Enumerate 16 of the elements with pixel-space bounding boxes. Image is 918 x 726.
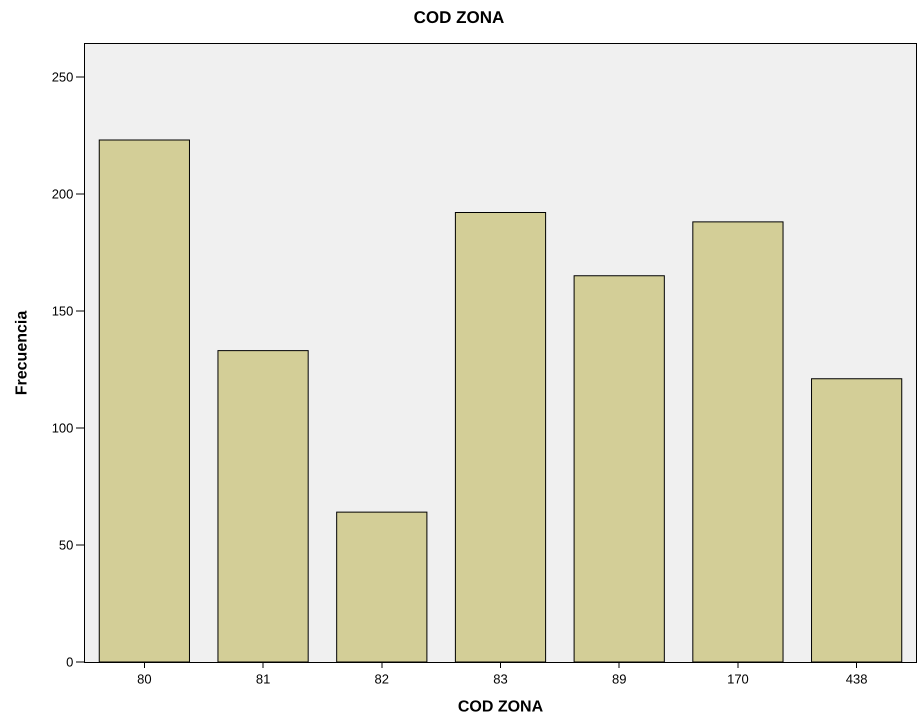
y-tick-label: 200 bbox=[52, 186, 74, 202]
x-tick-label: 170 bbox=[727, 672, 749, 687]
x-tick-label: 83 bbox=[493, 672, 508, 687]
x-tick-label: 82 bbox=[374, 672, 390, 687]
chart-title: COD ZONA bbox=[414, 8, 504, 27]
y-tick-label: 250 bbox=[52, 69, 74, 84]
y-tick-label: 150 bbox=[52, 303, 74, 318]
x-tick-label: 89 bbox=[612, 672, 626, 687]
y-tick-label: 0 bbox=[66, 654, 74, 670]
x-tick-label: 80 bbox=[137, 672, 152, 687]
x-tick-label: 438 bbox=[846, 672, 868, 687]
y-tick-label: 100 bbox=[52, 420, 74, 436]
y-tick-label: 50 bbox=[58, 538, 74, 552]
x-axis-title: COD ZONA bbox=[458, 698, 544, 716]
y-axis-title: Frecuencia bbox=[14, 310, 31, 396]
x-tick-label: 81 bbox=[256, 672, 270, 687]
